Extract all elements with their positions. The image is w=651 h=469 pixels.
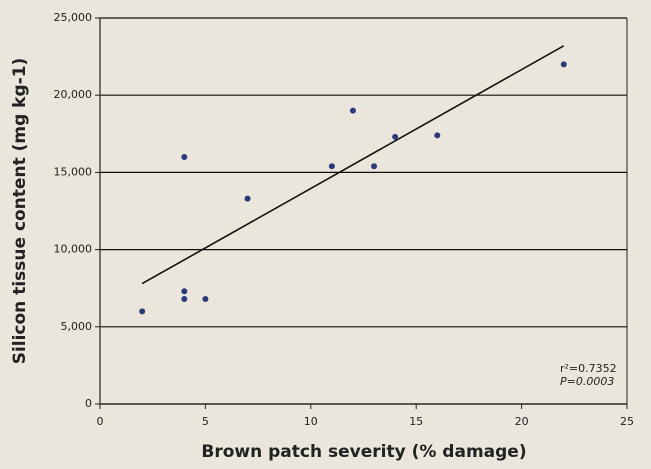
y-tick-label: 15,000: [54, 165, 93, 178]
point: [181, 288, 188, 295]
y-tick-label: 20,000: [54, 88, 93, 101]
point: [181, 153, 188, 160]
point: [244, 195, 251, 202]
x-tick-label: 5: [202, 415, 209, 428]
point: [328, 163, 335, 170]
x-axis-title: Brown patch severity (% damage): [201, 442, 526, 462]
y-tick-label: 0: [85, 397, 92, 410]
x-tick-label: 0: [97, 415, 104, 428]
x-tick-label: 20: [515, 415, 529, 428]
point: [202, 296, 209, 303]
point: [349, 107, 356, 114]
point: [434, 132, 441, 139]
y-axis-title: Silicon tissue content (mg kg-1): [10, 58, 30, 365]
x-tick-label: 15: [409, 415, 423, 428]
point: [560, 61, 567, 68]
point: [181, 296, 188, 303]
point: [139, 308, 146, 315]
annotation: P=0.0003: [560, 375, 614, 388]
x-tick-label: 10: [304, 415, 318, 428]
point: [392, 133, 399, 140]
y-tick-label: 5,000: [61, 320, 93, 333]
trendline: [141, 45, 565, 285]
y-tick-label: 10,000: [54, 243, 93, 256]
y-tick-label: 25,000: [54, 11, 93, 24]
point: [371, 163, 378, 170]
annotation: r²=0.7352: [560, 362, 617, 375]
x-tick-label: 25: [620, 415, 634, 428]
